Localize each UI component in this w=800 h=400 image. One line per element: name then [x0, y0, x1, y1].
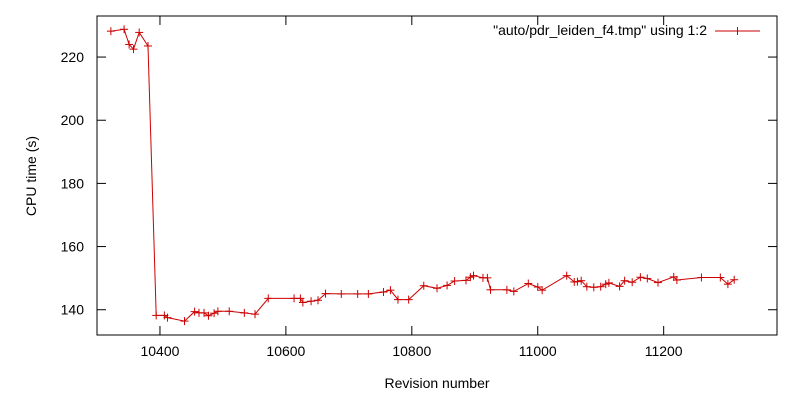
plot-frame [96, 15, 778, 336]
axis-tick-labels: 10400 10600 10800 11000 11200 140 160 180 200 220 [61, 49, 683, 359]
data-point [213, 307, 222, 316]
data-point [190, 307, 199, 316]
data-point [577, 276, 586, 285]
data-point [386, 286, 395, 295]
data-point [538, 286, 547, 295]
data-point [573, 277, 582, 286]
data-point [654, 278, 662, 287]
data-point [628, 278, 637, 287]
data-point [730, 275, 739, 284]
legend-marker-sample [733, 27, 742, 35]
data-point [298, 298, 307, 307]
data-point [589, 283, 598, 292]
data-point [615, 282, 624, 291]
data-point [643, 274, 652, 283]
data-point [337, 289, 346, 298]
data-point [461, 276, 470, 285]
data-point [404, 295, 413, 304]
data-point [307, 297, 316, 306]
data-point [483, 273, 492, 282]
data-point [200, 308, 209, 317]
data-point [697, 273, 706, 282]
data-point [120, 25, 129, 34]
data-point [716, 273, 725, 282]
y-tick-label: 140 [61, 302, 85, 318]
legend: "auto/pdr_leiden_f4.tmp" using 1:2 [493, 22, 760, 38]
y-tick-label: 200 [61, 112, 85, 128]
data-point [204, 311, 213, 320]
x-tick-label: 10800 [392, 343, 431, 359]
data-point [533, 282, 542, 291]
data-point [469, 271, 478, 280]
data-point [152, 311, 161, 320]
data-point [672, 276, 681, 285]
data-point [443, 281, 452, 290]
y-tick-label: 180 [61, 175, 85, 191]
data-point [379, 288, 388, 297]
data-point [225, 307, 234, 316]
data-point [125, 40, 134, 49]
data-point [106, 27, 115, 36]
data-point [509, 287, 518, 296]
data-point [314, 296, 322, 305]
axis-ticks [97, 16, 777, 335]
data-point [353, 289, 362, 298]
data-point [210, 309, 219, 318]
data-point [364, 289, 373, 298]
data-point [296, 294, 305, 303]
x-tick-label: 11200 [645, 343, 683, 359]
data-point [251, 310, 260, 319]
data-point [582, 282, 591, 291]
x-tick-label: 10600 [266, 343, 305, 359]
data-point [502, 285, 511, 294]
data-point [604, 278, 613, 287]
x-tick-label: 10400 [140, 343, 179, 359]
data-point [620, 276, 629, 285]
data-point [636, 273, 645, 282]
data-point [596, 282, 605, 291]
y-tick-label: 160 [61, 239, 85, 255]
data-point [524, 279, 533, 288]
data-point [264, 294, 273, 303]
x-axis-label: Revision number [384, 375, 489, 391]
data-point [163, 313, 172, 322]
data-point [562, 271, 571, 280]
data-point [180, 317, 189, 326]
y-tick-label: 220 [61, 49, 85, 65]
x-tick-label: 11000 [519, 343, 557, 359]
data-point [419, 281, 428, 290]
data-point [240, 308, 249, 317]
data-point [486, 285, 495, 294]
data-point [450, 276, 459, 285]
data-point [129, 45, 138, 54]
series-markers [106, 25, 739, 326]
data-point [144, 42, 152, 51]
data-point [723, 280, 732, 289]
data-point [321, 289, 330, 298]
data-point [393, 295, 402, 304]
data-point [135, 28, 144, 37]
legend-label: "auto/pdr_leiden_f4.tmp" using 1:2 [493, 22, 707, 38]
y-axis-label: CPU time (s) [23, 136, 39, 216]
data-point [433, 284, 441, 293]
